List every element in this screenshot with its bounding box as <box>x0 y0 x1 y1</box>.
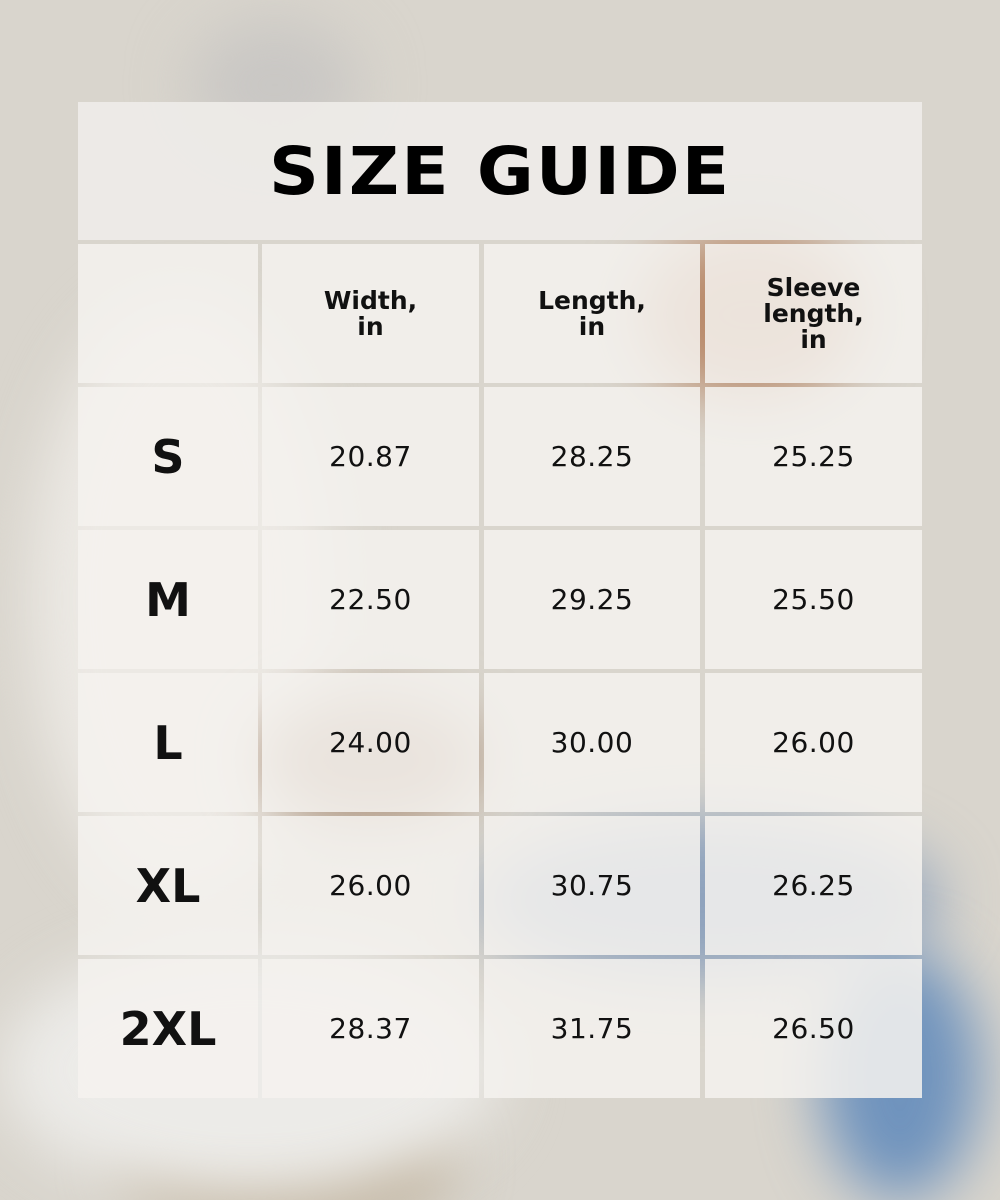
column-header: Length, in <box>484 244 700 383</box>
table-cell: 26.00 <box>262 816 479 955</box>
size-label: 2XL <box>78 959 258 1098</box>
table-cell-text: 26.00 <box>772 726 855 759</box>
size-label-text: M <box>145 572 191 627</box>
table-cell: 31.75 <box>484 959 700 1098</box>
table-cell: 26.25 <box>705 816 922 955</box>
column-header <box>78 244 258 383</box>
table-cell: 30.00 <box>484 673 700 812</box>
table-cell: 25.50 <box>705 530 922 669</box>
column-header: Sleeve length, in <box>705 244 922 383</box>
table-cell-text: 29.25 <box>550 583 634 616</box>
table-cell-text: 25.50 <box>772 583 855 616</box>
size-guide-card: SIZE GUIDE Width, in Length, in Sleeve len… <box>78 102 922 1098</box>
size-label-text: XL <box>135 858 201 913</box>
table-cell-text: 25.25 <box>772 440 855 473</box>
size-label-text: 2XL <box>119 1001 217 1056</box>
size-label-text: L <box>153 715 183 770</box>
column-header-text: Length, in <box>538 285 646 341</box>
table-cell: 20.87 <box>262 387 479 526</box>
table-cell: 26.50 <box>705 959 922 1098</box>
title-band: SIZE GUIDE <box>78 102 922 240</box>
table-cell-text: 20.87 <box>329 440 412 473</box>
column-header-text: Width, in <box>323 285 418 341</box>
table-cell-text: 26.00 <box>329 869 412 902</box>
size-label-text: S <box>151 429 185 484</box>
table-cell: 22.50 <box>262 530 479 669</box>
table-cell-text: 31.75 <box>550 1012 634 1045</box>
table-cell: 24.00 <box>262 673 479 812</box>
table-cell-text: 28.25 <box>550 440 634 473</box>
table-cell: 29.25 <box>484 530 700 669</box>
size-label: S <box>78 387 258 526</box>
size-label: XL <box>78 816 258 955</box>
size-label: M <box>78 530 258 669</box>
column-header-text: Sleeve length, in <box>763 272 864 354</box>
column-header: Width, in <box>262 244 479 383</box>
table-cell: 28.37 <box>262 959 479 1098</box>
table-cell: 25.25 <box>705 387 922 526</box>
size-label: L <box>78 673 258 812</box>
table-cell-text: 26.25 <box>772 869 855 902</box>
table-cell-text: 28.37 <box>329 1012 412 1045</box>
table-cell: 30.75 <box>484 816 700 955</box>
table-cell-text: 26.50 <box>772 1012 855 1045</box>
table-cell-text: 30.00 <box>550 726 634 759</box>
page-title: SIZE GUIDE <box>268 132 732 210</box>
table-cell-text: 22.50 <box>329 583 412 616</box>
table-cell-text: 24.00 <box>329 726 412 759</box>
table-cell: 28.25 <box>484 387 700 526</box>
table-cell-text: 30.75 <box>550 869 634 902</box>
table-cell: 26.00 <box>705 673 922 812</box>
